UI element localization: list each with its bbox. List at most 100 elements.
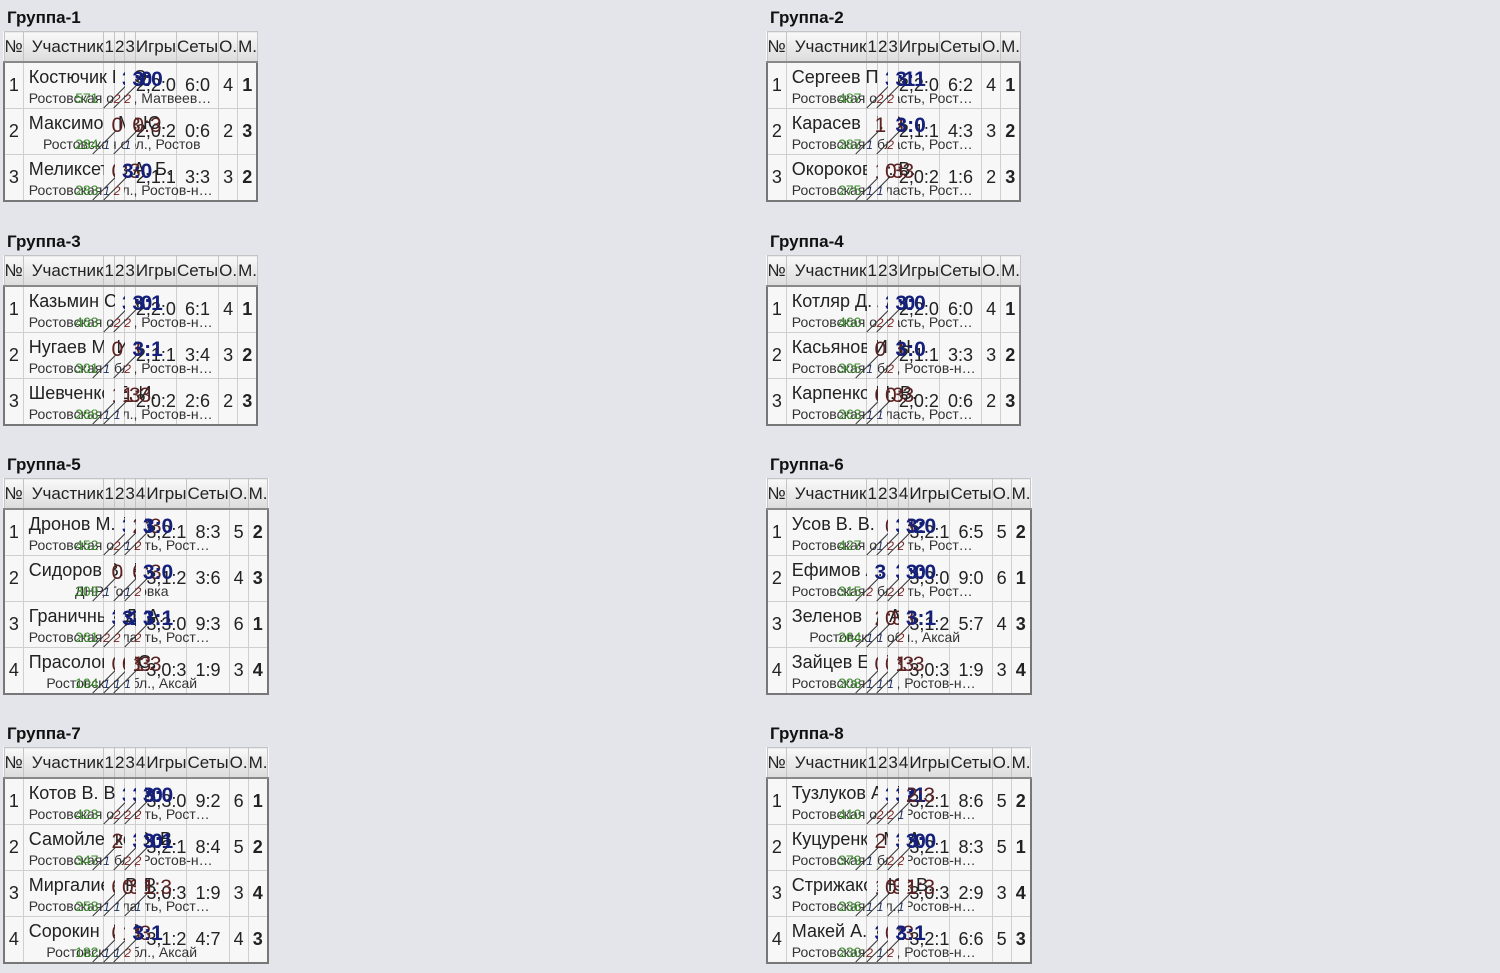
col-header-number[interactable]: №	[766, 747, 787, 779]
participant-cell[interactable]: Миргалиев Р. Р.Ростовская область, Росто…	[22, 870, 215, 917]
participant-name[interactable]: Сидоров В. Э.	[28, 560, 147, 580]
match-score-cell[interactable]: 0:31	[855, 332, 904, 379]
col-header-points[interactable]: О.	[991, 747, 1012, 779]
match-score-cell[interactable]: 0:31	[866, 601, 914, 648]
participant-cell[interactable]: Костючик В. Э.Ростовская обл., Матвеев К…	[22, 61, 215, 109]
col-header-opponent-1[interactable]: 1	[103, 478, 115, 510]
col-header-opponent-1[interactable]: 1	[103, 255, 115, 287]
participant-cell[interactable]: Меликсетов А. Б.Ростовская обл., Ростов-…	[22, 154, 215, 202]
col-header-games[interactable]: Игры	[145, 478, 188, 510]
participant-cell[interactable]: Тузлуков А. Е.Ростовская обл., Ростов-на…	[785, 777, 978, 825]
col-header-opponent-3[interactable]: 3	[887, 747, 899, 779]
col-header-opponent-1[interactable]: 1	[103, 31, 115, 63]
col-header-number[interactable]: №	[766, 478, 787, 510]
col-header-opponent-2[interactable]: 2	[113, 255, 126, 287]
participant-name[interactable]: Касьянов И. Н.	[791, 337, 916, 357]
col-header-participant[interactable]: Участник	[785, 31, 868, 63]
col-header-number[interactable]: №	[3, 747, 24, 779]
col-header-points[interactable]: О.	[228, 478, 249, 510]
participant-name[interactable]: Усов В. В.	[791, 514, 875, 534]
participant-cell[interactable]: Котляр Д. А.Ростовская область, Ростов-н…	[785, 285, 978, 333]
col-header-opponent-4[interactable]: 4	[134, 478, 147, 510]
col-header-place[interactable]: М.	[237, 31, 258, 63]
match-score-cell[interactable]: 0:31	[92, 555, 141, 602]
match-score-cell[interactable]: 1:31	[855, 108, 904, 155]
col-header-opponent-2[interactable]: 2	[876, 255, 889, 287]
col-header-opponent-1[interactable]: 1	[866, 478, 878, 510]
col-header-participant[interactable]: Участник	[22, 255, 105, 287]
match-score-cell[interactable]: 2:31	[92, 824, 141, 871]
col-header-opponent-2[interactable]: 2	[113, 31, 126, 63]
match-score-cell[interactable]: 3:1 2	[113, 332, 163, 379]
participant-cell[interactable]: Касьянов И. Н.Ростовская обл., Ростов-на…	[785, 332, 978, 379]
col-header-opponent-4[interactable]: 4	[897, 478, 910, 510]
col-header-sets[interactable]: Сеты	[938, 255, 983, 287]
participant-cell[interactable]: Макей А. И.Ростовская обл., Ростов-на-До…	[785, 916, 978, 964]
col-header-games[interactable]: Игры	[134, 255, 177, 287]
col-header-place[interactable]: М.	[247, 747, 269, 779]
col-header-games[interactable]: Игры	[134, 31, 177, 63]
col-header-sets[interactable]: Сеты	[949, 747, 993, 779]
participant-name[interactable]: Граничный Д. А.	[28, 606, 165, 626]
participant-cell[interactable]: Сорокин О. В. Ростовская обл., Аксай 182	[22, 916, 197, 964]
col-header-opponent-3[interactable]: 3	[124, 747, 136, 779]
participant-cell[interactable]: Сергеев П. А.Ростовская область, Ростов-…	[785, 61, 978, 109]
match-score-cell[interactable]: 3:1 2	[887, 601, 936, 648]
col-header-place[interactable]: М.	[1010, 478, 1032, 510]
col-header-points[interactable]: О.	[981, 255, 1002, 287]
col-header-games[interactable]: Игры	[145, 747, 188, 779]
match-score-cell[interactable]: 0:31	[866, 870, 914, 917]
col-header-place[interactable]: М.	[247, 478, 269, 510]
participant-cell[interactable]: Усов В. В.Ростовская область, Ростов-на-…	[785, 508, 978, 556]
col-header-points[interactable]: О.	[981, 31, 1002, 63]
col-header-place[interactable]: М.	[1010, 747, 1032, 779]
col-header-opponent-3[interactable]: 3	[124, 478, 136, 510]
match-score-cell[interactable]: 3:1 2	[113, 285, 163, 333]
col-header-participant[interactable]: Участник	[785, 255, 868, 287]
col-header-number[interactable]: №	[3, 255, 24, 287]
match-score-cell[interactable]: 3:1 2	[113, 916, 163, 964]
match-score-cell[interactable]: 3:02	[103, 601, 152, 648]
col-header-opponent-2[interactable]: 2	[113, 747, 126, 779]
participant-cell[interactable]: Окороков В. В. Ростовская область, Ростов…	[785, 154, 978, 202]
col-header-sets[interactable]: Сеты	[175, 255, 220, 287]
match-score-cell[interactable]: 3:1 2	[124, 824, 173, 871]
participant-cell[interactable]: Куцуренко М. А.Ростовская обл., Ростов-н…	[785, 824, 978, 871]
col-header-opponent-1[interactable]: 1	[866, 31, 878, 63]
col-header-participant[interactable]: Участник	[22, 31, 105, 63]
participant-cell[interactable]: Граничный Д. А.Ростовская область, Росто…	[22, 601, 215, 648]
participant-name[interactable]: Миргалиев Р. Р.	[28, 875, 158, 895]
table-row[interactable]: 3 Карпенко М. В. Ростовская область, Росто…	[765, 378, 1022, 426]
participant-cell[interactable]: Нугаев М. И.Ростовская обл., Ростов-на-Д…	[22, 332, 215, 379]
col-header-games[interactable]: Игры	[908, 747, 951, 779]
col-header-opponent-4[interactable]: 4	[897, 747, 910, 779]
